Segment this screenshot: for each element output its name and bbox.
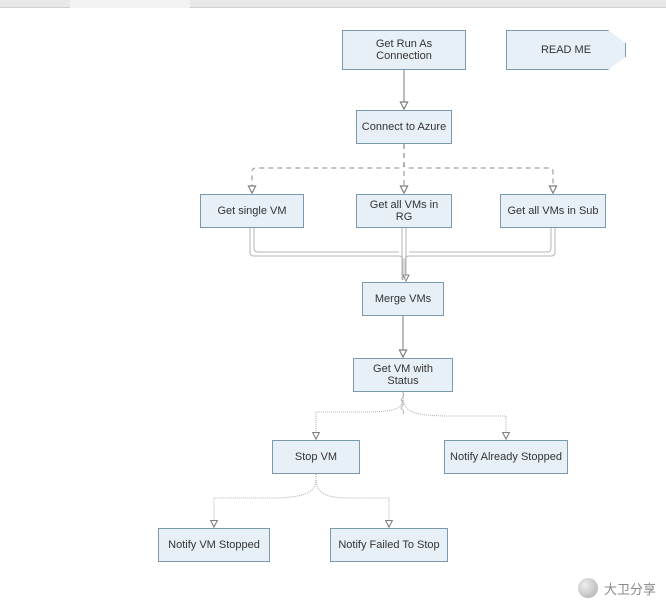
node-notify-vm-stopped[interactable]: Notify VM Stopped [158, 528, 270, 562]
node-label: Stop VM [295, 451, 337, 463]
node-label: Get single VM [217, 205, 286, 217]
node-get-run-as[interactable]: Get Run As Connection [342, 30, 466, 70]
node-get-vms-sub[interactable]: Get all VMs in Sub [500, 194, 606, 228]
node-label: Notify Failed To Stop [338, 539, 439, 551]
node-label: Notify Already Stopped [450, 451, 562, 463]
flowchart-canvas: Get Run As Connection READ ME Connect to… [0, 8, 666, 604]
node-notify-failed[interactable]: Notify Failed To Stop [330, 528, 448, 562]
node-get-vm-status[interactable]: Get VM with Status [353, 358, 453, 392]
node-label: Merge VMs [375, 293, 431, 305]
node-merge-vms[interactable]: Merge VMs [362, 282, 444, 316]
node-get-vms-rg[interactable]: Get all VMs in RG [356, 194, 452, 228]
node-connect-azure[interactable]: Connect to Azure [356, 110, 452, 144]
watermark-icon [578, 578, 598, 598]
node-get-single-vm[interactable]: Get single VM [200, 194, 304, 228]
watermark: 大卫分享 [578, 578, 656, 598]
edges-layer [0, 8, 666, 604]
watermark-text: 大卫分享 [604, 579, 656, 598]
node-stop-vm[interactable]: Stop VM [272, 440, 360, 474]
top-toolbar [0, 0, 666, 8]
node-notify-already-stopped[interactable]: Notify Already Stopped [444, 440, 568, 474]
node-label: Get VM with Status [358, 363, 448, 387]
node-label: Get Run As Connection [347, 38, 461, 62]
node-label: Notify VM Stopped [168, 539, 260, 551]
node-label: READ ME [541, 44, 591, 56]
node-readme[interactable]: READ ME [506, 30, 626, 70]
node-label: Connect to Azure [362, 121, 446, 133]
node-label: Get all VMs in RG [361, 199, 447, 223]
node-label: Get all VMs in Sub [507, 205, 598, 217]
